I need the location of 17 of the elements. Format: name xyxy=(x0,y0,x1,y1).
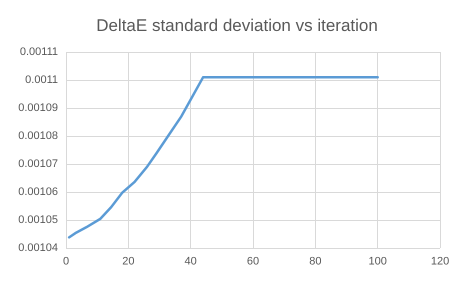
x-tick-label: 80 xyxy=(309,256,322,268)
y-tick-label: 0.00108 xyxy=(18,130,58,142)
x-tick-label: 120 xyxy=(430,256,450,268)
x-tick-label: 40 xyxy=(184,256,197,268)
y-tick-label: 0.00111 xyxy=(20,46,58,58)
y-tick-label: 0.00109 xyxy=(18,102,58,114)
line-series xyxy=(68,76,379,239)
y-tick-label: 0.00106 xyxy=(18,186,58,198)
x-tick-label: 20 xyxy=(122,256,134,268)
y-tick-label: 0.00104 xyxy=(18,242,58,254)
x-tick-label: 60 xyxy=(246,256,260,268)
x-tick-label: 100 xyxy=(368,256,387,268)
x-tick-label: 0 xyxy=(62,256,70,268)
y-tick-label: 0.00105 xyxy=(18,214,58,226)
y-tick-label: 0.00107 xyxy=(18,158,58,170)
y-tick-label: 0.0011 xyxy=(25,74,58,86)
chart-title: DeltaE standard deviation vs iteration xyxy=(96,16,378,35)
